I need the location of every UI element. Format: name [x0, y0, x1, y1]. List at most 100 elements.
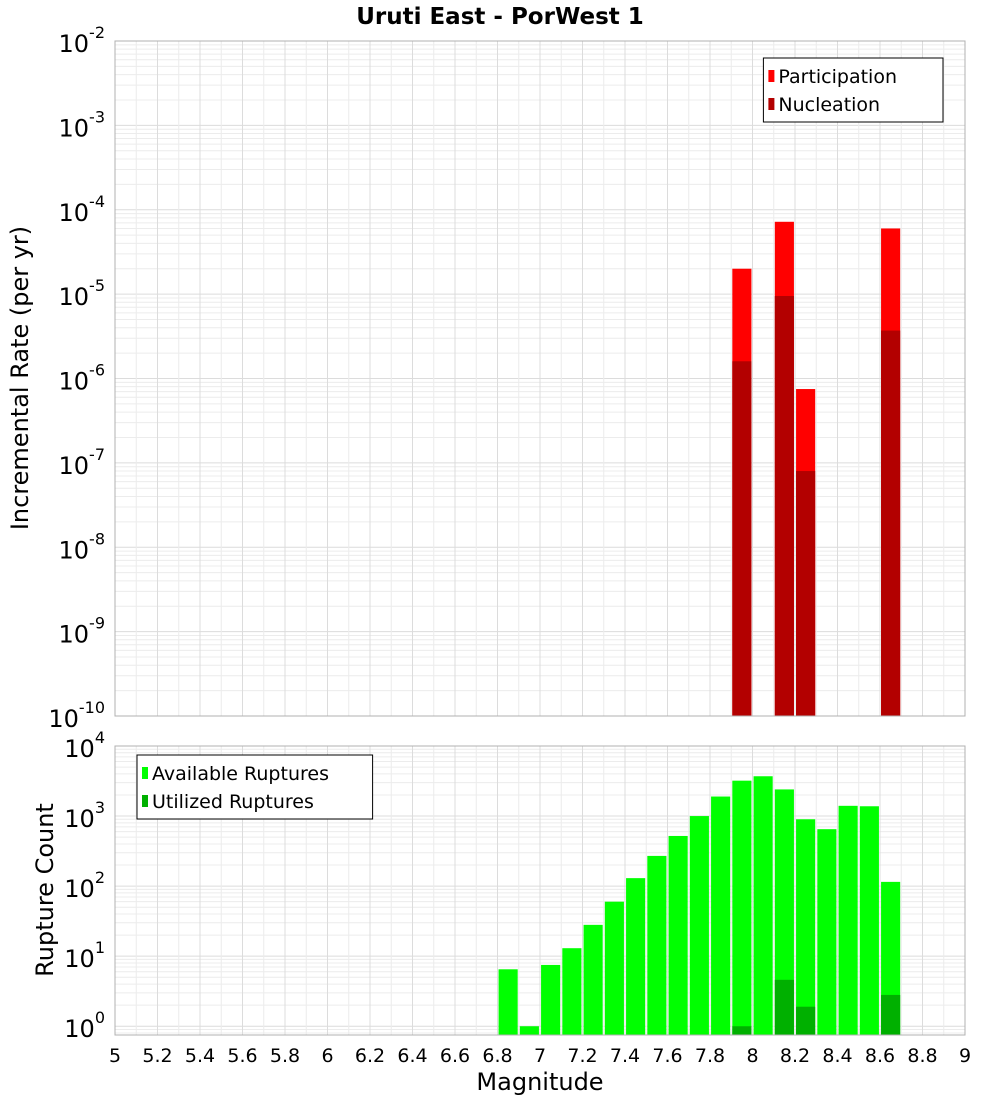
y-tick-label: 10-5	[59, 276, 106, 311]
x-tick-label: 7.2	[567, 1045, 597, 1067]
y-tick-exponent: 4	[95, 728, 105, 747]
legend: Participation Nucleation	[762, 57, 944, 123]
x-tick-label: 8	[746, 1045, 758, 1067]
y-tick-exponent: 1	[95, 938, 105, 957]
y-tick-label: 10-6	[59, 361, 106, 396]
x-tick-label: 7	[534, 1045, 546, 1067]
x-tick-label: 5.2	[142, 1045, 172, 1067]
y-axis-label: Incremental Rate (per yr)	[6, 226, 34, 530]
x-tick-label: 7.4	[610, 1045, 640, 1067]
bar	[732, 361, 752, 716]
x-tick-label: 8.2	[780, 1045, 810, 1067]
bar	[753, 776, 773, 1035]
y-tick-exponent: -5	[89, 276, 105, 295]
legend: Available Ruptures Utilized Ruptures	[136, 754, 374, 820]
x-tick-label: 5	[109, 1045, 121, 1067]
bar	[732, 1026, 752, 1035]
x-axis-label: Magnitude	[476, 1068, 603, 1096]
y-tick-base: 10	[64, 945, 95, 973]
x-tick-label: 8.6	[865, 1045, 895, 1067]
x-tick-label: 8.4	[822, 1045, 852, 1067]
bar	[838, 805, 858, 1035]
y-tick-base: 10	[64, 1015, 95, 1043]
y-tick-base: 10	[59, 199, 90, 227]
chart-panel-1: 10-1010-910-810-710-610-510-410-310-2Inc…	[6, 4, 966, 733]
y-axis-label: Rupture Count	[31, 803, 59, 977]
y-tick-exponent: -2	[89, 23, 105, 42]
x-tick-label: 5.8	[270, 1045, 300, 1067]
x-tick-label: 7.8	[695, 1045, 725, 1067]
bar	[881, 994, 901, 1035]
chart-title: Uruti East - PorWest 1	[356, 4, 644, 30]
legend-label: Available Ruptures	[152, 763, 329, 785]
legend-swatch	[768, 98, 775, 110]
y-tick-label: 10-2	[59, 23, 106, 58]
bar	[732, 780, 752, 1035]
x-tick-label: 5.6	[227, 1045, 257, 1067]
bar	[647, 855, 667, 1035]
y-tick-exponent: -4	[89, 192, 105, 211]
y-tick-base: 10	[59, 283, 90, 311]
legend-label: Nucleation	[778, 94, 880, 116]
y-tick-base: 10	[64, 875, 95, 903]
y-tick-exponent: 3	[95, 798, 105, 817]
x-tick-label: 5.4	[185, 1045, 215, 1067]
bar	[498, 969, 518, 1035]
y-tick-exponent: -3	[89, 107, 105, 126]
bar	[774, 979, 794, 1035]
y-tick-base: 10	[59, 114, 90, 142]
legend-label: Utilized Ruptures	[152, 791, 314, 813]
bar	[774, 296, 794, 716]
y-tick-label: 10-9	[59, 614, 106, 649]
y-tick-base: 10	[59, 536, 90, 564]
y-tick-base: 10	[48, 705, 79, 733]
y-tick-label: 104	[64, 728, 105, 763]
y-tick-label: 10-10	[48, 698, 105, 733]
y-tick-exponent: 2	[95, 868, 105, 887]
y-tick-base: 10	[64, 805, 95, 833]
bar	[604, 901, 624, 1035]
y-tick-label: 10-7	[59, 445, 106, 480]
bar	[626, 878, 646, 1035]
bar	[583, 924, 603, 1035]
bar	[881, 330, 901, 716]
legend-label: Participation	[778, 66, 897, 88]
x-tick-label: 9	[959, 1045, 971, 1067]
y-tick-exponent: 0	[95, 1008, 105, 1027]
y-tick-label: 100	[64, 1008, 105, 1043]
x-tick-label: 6.2	[355, 1045, 385, 1067]
y-tick-base: 10	[59, 30, 90, 58]
y-tick-label: 10-4	[59, 192, 106, 227]
bar	[796, 471, 816, 716]
x-tick-label: 6	[321, 1045, 333, 1067]
bar	[817, 829, 837, 1035]
bar	[519, 1026, 539, 1035]
plot-border	[114, 40, 966, 717]
legend-box	[136, 754, 374, 820]
y-tick-exponent: -7	[89, 445, 105, 464]
legend-swatch	[768, 70, 775, 82]
y-tick-base: 10	[59, 368, 90, 396]
bar	[796, 819, 816, 1035]
y-tick-label: 102	[64, 868, 105, 903]
bar	[689, 816, 709, 1035]
x-tick-label: 7.6	[652, 1045, 682, 1067]
x-tick-label: 6.8	[482, 1045, 512, 1067]
y-tick-exponent: -10	[79, 698, 105, 717]
series-utilized-ruptures	[732, 979, 901, 1035]
y-tick-label: 103	[64, 798, 105, 833]
bar	[668, 835, 688, 1035]
y-tick-exponent: -8	[89, 529, 105, 548]
y-tick-base: 10	[64, 735, 95, 763]
y-tick-label: 10-8	[59, 529, 106, 564]
y-tick-label: 10-3	[59, 107, 106, 142]
bar	[562, 948, 582, 1035]
plot-border	[114, 745, 966, 1036]
y-tick-label: 101	[64, 938, 105, 973]
y-tick-base: 10	[59, 452, 90, 480]
grid-lines	[114, 40, 966, 717]
